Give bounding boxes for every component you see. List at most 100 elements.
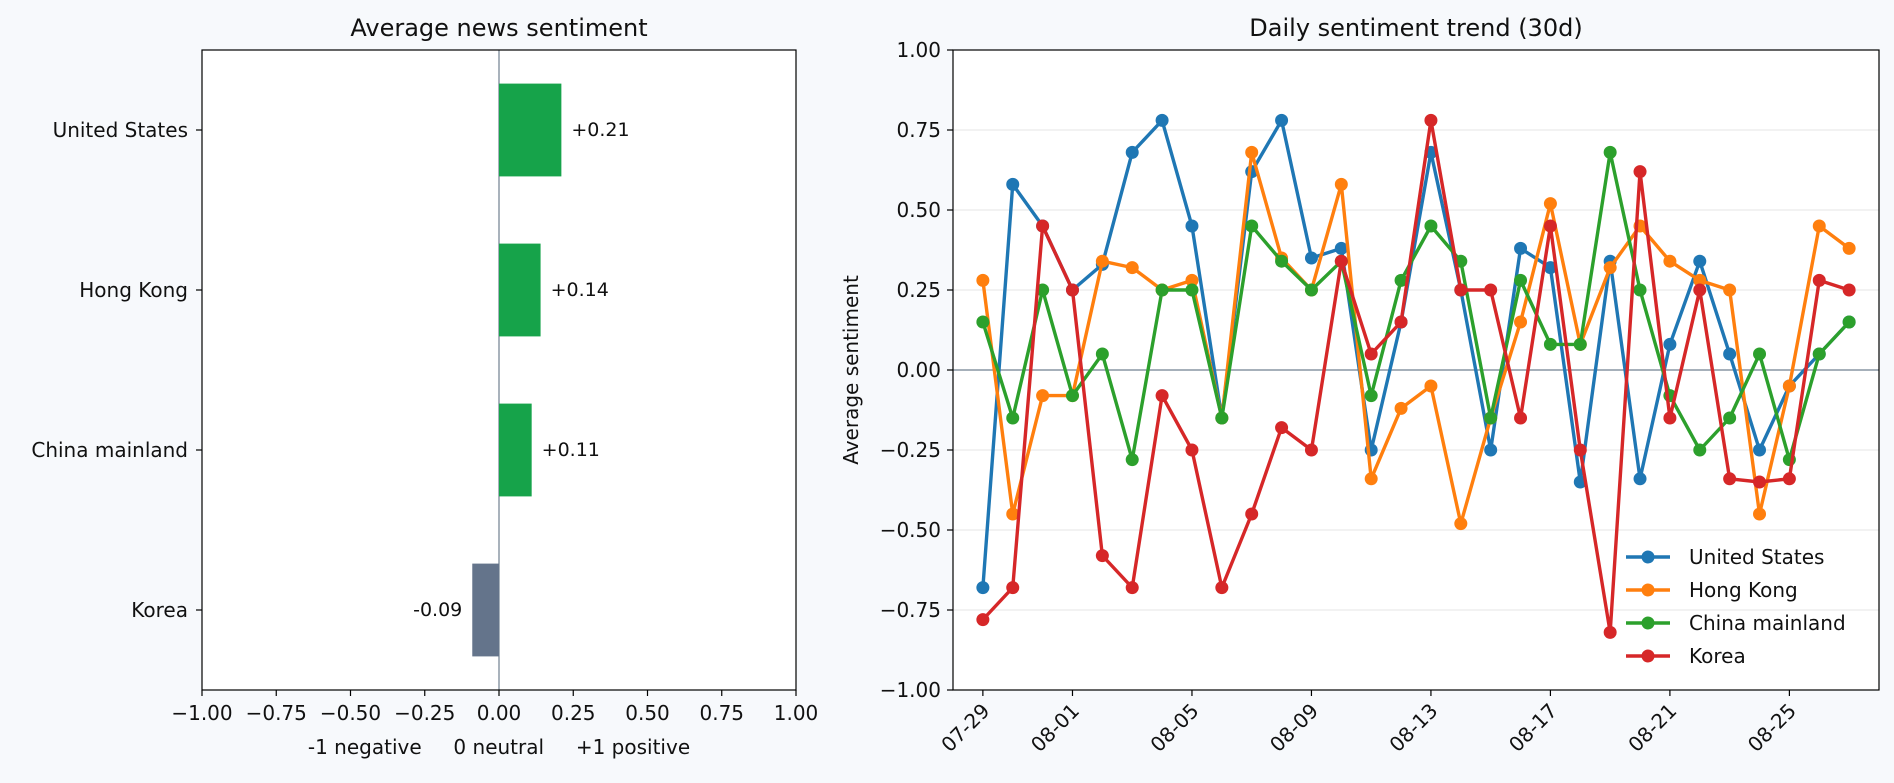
series-point: [1006, 177, 1020, 191]
series-point: [1514, 411, 1528, 425]
series-point: [1215, 411, 1229, 425]
series-point: [1753, 507, 1767, 521]
series-point: [1573, 443, 1587, 457]
bar-value-label: +0.11: [542, 439, 600, 461]
series-point: [1394, 273, 1408, 287]
series-point: [1484, 283, 1498, 297]
bar-chart-panel: Average news sentiment +0.21 +0.14 +0.11 -0…: [31, 14, 818, 759]
line-xtick-label: 08-17: [1504, 699, 1562, 757]
series-point: [1394, 401, 1408, 415]
line-xtick-label: 08-25: [1743, 699, 1801, 757]
series-point: [1424, 219, 1438, 233]
series-point: [1454, 283, 1468, 297]
bar: [472, 563, 499, 657]
line-ytick-label: −0.25: [880, 438, 941, 462]
bar-xtick-label: −0.75: [246, 701, 307, 725]
series-point: [1753, 347, 1767, 361]
series-point: [1723, 411, 1737, 425]
line-chart-legend: United States Hong Kong China mainland Kore…: [1626, 545, 1846, 668]
line-ytick-label: −1.00: [880, 678, 941, 702]
bar-chart-xlabel: -1 negative 0 neutral +1 positive: [308, 735, 690, 759]
series-point: [1245, 145, 1259, 159]
bar: [499, 83, 562, 177]
series-point: [976, 581, 990, 595]
series-point: [1543, 337, 1557, 351]
series-point: [1603, 145, 1617, 159]
line-ytick-label: 0.75: [896, 118, 941, 142]
bar-ytick-label: China mainland: [31, 438, 188, 462]
line-xtick-label: 07-29: [936, 699, 994, 757]
legend-label: United States: [1689, 545, 1824, 569]
bar: [499, 243, 541, 337]
line-chart-ylabel: Average sentiment: [839, 275, 863, 465]
line-xtick-label: 08-13: [1384, 699, 1442, 757]
series-point: [1036, 389, 1050, 403]
series-point: [1812, 347, 1826, 361]
series-point: [1782, 379, 1796, 393]
series-point: [1633, 165, 1647, 179]
series-point: [1185, 273, 1199, 287]
series-point: [1215, 581, 1229, 595]
series-point: [1245, 219, 1259, 233]
series-point: [1782, 472, 1796, 486]
bar-value-label: -0.09: [413, 599, 462, 621]
series-point: [1573, 337, 1587, 351]
bar-xtick-label: −1.00: [171, 701, 232, 725]
bar-value-label: +0.21: [571, 119, 629, 141]
series-point: [1633, 283, 1647, 297]
series-point: [1006, 507, 1020, 521]
legend-marker: [1641, 583, 1655, 597]
legend-label: Korea: [1689, 644, 1746, 668]
bar-xtick-label: 1.00: [774, 701, 819, 725]
legend-marker: [1641, 550, 1655, 564]
legend-marker: [1641, 616, 1655, 630]
series-point: [1334, 241, 1348, 255]
bar-xtick-label: 0.75: [699, 701, 744, 725]
bar-xtick-label: −0.25: [394, 701, 455, 725]
series-point: [1304, 251, 1318, 265]
line-ytick-label: 0.50: [896, 198, 941, 222]
series-point: [1693, 443, 1707, 457]
series-point: [1723, 347, 1737, 361]
series-point: [1155, 283, 1169, 297]
series-point: [1842, 283, 1856, 297]
series-point: [1364, 347, 1378, 361]
series-point: [1424, 113, 1438, 127]
bar-ytick-label: Korea: [131, 598, 188, 622]
line-series: [976, 113, 1856, 639]
series-point: [1185, 219, 1199, 233]
line-xtick-label: 08-09: [1265, 699, 1323, 757]
series-point: [1514, 315, 1528, 329]
bar: [499, 403, 532, 497]
bar-xtick-label: 0.00: [477, 701, 522, 725]
series-point: [1842, 241, 1856, 255]
series-point: [1334, 177, 1348, 191]
series-point: [1543, 219, 1557, 233]
series-point: [1364, 389, 1378, 403]
series-point: [1185, 283, 1199, 297]
series-point: [976, 613, 990, 627]
series-point: [1543, 197, 1557, 211]
series-point: [1065, 283, 1079, 297]
series-point: [1006, 411, 1020, 425]
bar-ytick-label: Hong Kong: [79, 278, 188, 302]
bar-chart-title: Average news sentiment: [350, 14, 647, 42]
series-point: [1065, 389, 1079, 403]
bar-xtick-label: 0.50: [625, 701, 670, 725]
series-point: [1693, 273, 1707, 287]
series-point: [1006, 581, 1020, 595]
series-point: [1693, 283, 1707, 297]
series-point: [1245, 507, 1259, 521]
series-point: [1812, 273, 1826, 287]
series-point: [1663, 254, 1677, 268]
series-point: [1723, 283, 1737, 297]
series-point: [1603, 625, 1617, 639]
bar-xtick-label: 0.25: [551, 701, 596, 725]
series-point: [1364, 472, 1378, 486]
bar-chart-frame: [201, 49, 797, 691]
series-point: [1514, 241, 1528, 255]
series-point: [1424, 379, 1438, 393]
series-point: [1723, 472, 1737, 486]
series-point: [1125, 453, 1139, 467]
